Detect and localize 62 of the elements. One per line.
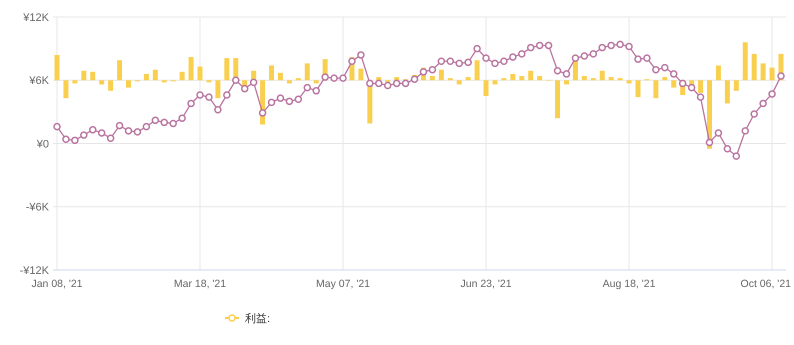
bar (519, 76, 524, 80)
y-tick-label: ¥6K (28, 75, 50, 88)
bar (198, 66, 203, 80)
bar (126, 80, 132, 88)
y-tick-label: ¥0 (36, 138, 49, 150)
bar (215, 80, 220, 98)
bar (564, 80, 569, 84)
bar (671, 80, 676, 88)
bar (555, 80, 560, 118)
bar (90, 72, 96, 80)
bar (492, 80, 498, 84)
bar (474, 60, 480, 80)
bar (734, 80, 739, 91)
bar (152, 70, 158, 80)
bar (537, 76, 542, 80)
bar (466, 77, 471, 80)
bar (269, 65, 274, 80)
x-tick-label: Aug 18, '21 (602, 278, 656, 290)
bar (188, 57, 194, 80)
bar (438, 70, 444, 80)
bar (653, 80, 658, 98)
bar (626, 80, 632, 84)
bar (608, 77, 614, 80)
y-tick-label: -¥12K (20, 264, 50, 277)
bar (358, 68, 364, 80)
bar (742, 42, 748, 80)
bar (528, 70, 534, 80)
bar (430, 76, 435, 80)
bar (770, 68, 775, 80)
x-tick-label: Oct 06, '21 (740, 278, 792, 290)
bar (600, 70, 605, 80)
bar (180, 72, 185, 80)
bar (99, 80, 104, 84)
y-tick-label: -¥6K (26, 202, 50, 214)
x-tick-label: Mar 18, '21 (174, 278, 226, 290)
bar (635, 80, 640, 98)
bar (117, 60, 122, 80)
legend-label: 利益: (245, 312, 270, 325)
bar (760, 63, 766, 80)
y-tick-label: ¥12K (22, 12, 50, 24)
bar (286, 80, 292, 84)
bar (510, 74, 516, 80)
bar (314, 80, 319, 84)
x-tick-label: Jun 23, '21 (460, 278, 512, 290)
bar (278, 72, 283, 80)
bar (108, 80, 114, 91)
bar (662, 77, 668, 80)
bar (716, 65, 721, 80)
bar (54, 54, 60, 80)
bar (752, 54, 757, 80)
bar (724, 80, 730, 104)
bar (484, 80, 489, 96)
x-tick-label: May 07, '21 (316, 278, 370, 290)
bar (144, 74, 149, 80)
bar (224, 58, 230, 80)
bar (304, 63, 310, 80)
bar (72, 80, 78, 84)
x-tick-label: Jan 08, '21 (31, 278, 83, 290)
bar (582, 76, 587, 80)
bar (81, 70, 86, 80)
bar (63, 80, 68, 98)
bar (456, 80, 462, 84)
